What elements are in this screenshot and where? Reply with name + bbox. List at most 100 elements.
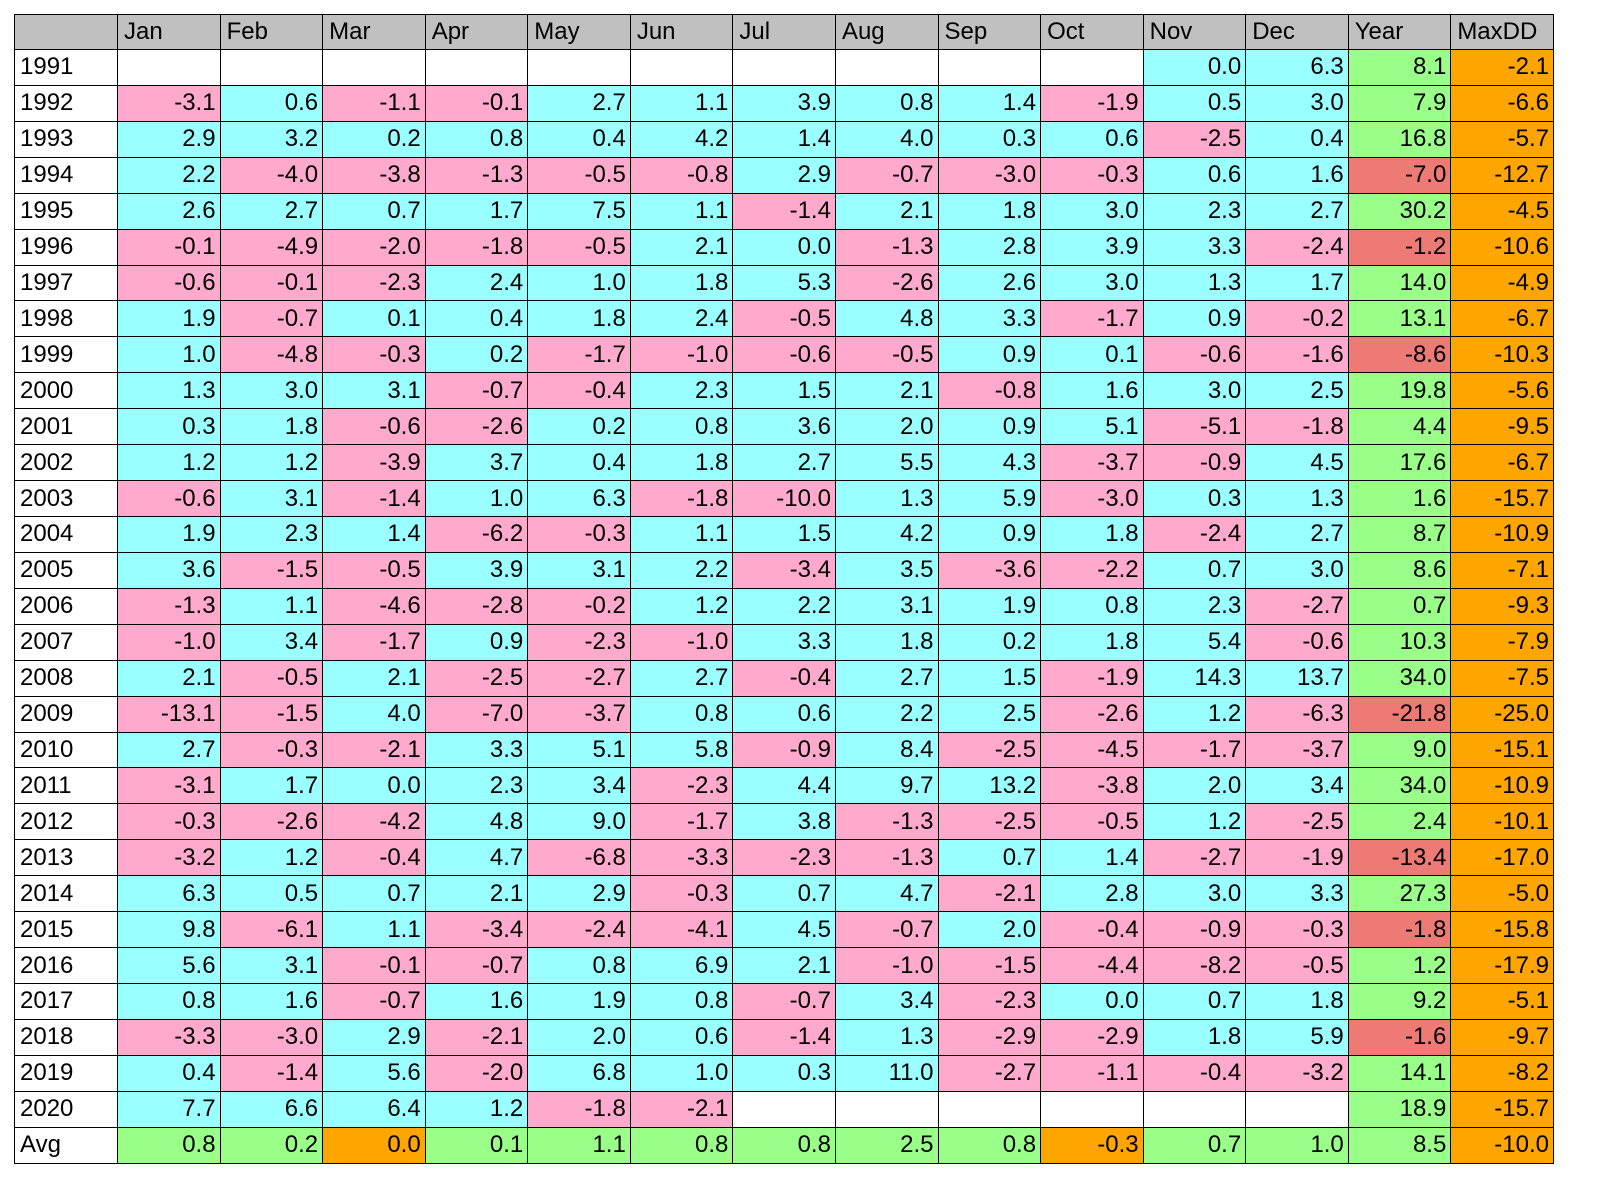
monthly-returns-table: Jan Feb Mar Apr May Jun Jul Aug Sep Oct Nov Dec Year… bbox=[14, 14, 1554, 1165]
month-return-cell: 3.0 bbox=[219, 372, 324, 410]
month-return-cell: 0.1 bbox=[322, 300, 426, 338]
month-return-cell: 0.8 bbox=[629, 408, 734, 446]
row-label-year: 2008 bbox=[14, 659, 118, 697]
month-return-cell: -2.6 bbox=[424, 408, 529, 446]
month-return-cell: -0.1 bbox=[219, 264, 324, 302]
month-return-cell: 5.4 bbox=[1142, 623, 1247, 661]
month-return-cell: -2.6 bbox=[1040, 695, 1144, 733]
month-return-cell: -2.5 bbox=[937, 803, 1042, 841]
month-return-cell: -7.0 bbox=[424, 695, 529, 733]
table-row: 2005 3.6 -1.5 -0.5 3.9 3.1 2.2 -3.4 3.5 -3.6 -2.2 0… bbox=[14, 551, 1554, 589]
month-return-cell: 5.1 bbox=[1040, 408, 1144, 446]
month-return-cell: 5.9 bbox=[937, 480, 1042, 517]
month-return-cell: -1.0 bbox=[629, 336, 734, 374]
month-return-cell: 2.3 bbox=[424, 767, 529, 805]
month-return-cell: 1.4 bbox=[1040, 839, 1144, 877]
month-return-cell: 5.9 bbox=[1245, 1018, 1349, 1056]
month-return-cell: -0.7 bbox=[219, 300, 324, 338]
month-return-cell: 2.4 bbox=[424, 264, 529, 302]
month-return-cell: -0.1 bbox=[117, 228, 221, 266]
maxdd-cell: -10.6 bbox=[1450, 228, 1554, 266]
month-return-cell: -1.1 bbox=[322, 84, 426, 122]
month-return-cell: -1.8 bbox=[629, 480, 734, 517]
empty-cell bbox=[322, 49, 426, 86]
month-return-cell: -4.4 bbox=[1040, 947, 1144, 984]
month-return-cell: 2.7 bbox=[629, 659, 734, 697]
maxdd-cell: -10.9 bbox=[1450, 767, 1554, 805]
month-return-cell: 1.1 bbox=[219, 587, 324, 625]
year-total-cell: -1.2 bbox=[1347, 228, 1452, 266]
month-return-cell: 2.9 bbox=[732, 156, 836, 194]
month-return-cell: 2.3 bbox=[219, 515, 324, 553]
year-total-cell: 13.1 bbox=[1347, 300, 1452, 338]
month-return-cell: 3.1 bbox=[322, 372, 426, 410]
month-return-cell: 0.4 bbox=[1245, 120, 1349, 158]
month-return-cell: -3.4 bbox=[732, 551, 836, 589]
month-return-cell: 2.4 bbox=[629, 300, 734, 338]
month-return-cell: -3.0 bbox=[1040, 480, 1144, 517]
month-return-cell: -2.5 bbox=[424, 659, 529, 697]
month-return-cell: -1.1 bbox=[1040, 1054, 1144, 1092]
row-label-year: 2006 bbox=[14, 587, 118, 625]
column-header-jun: Jun bbox=[629, 14, 734, 50]
month-return-cell: -1.5 bbox=[219, 695, 324, 733]
month-return-cell: 3.6 bbox=[117, 551, 221, 589]
month-return-cell: -0.3 bbox=[1040, 1126, 1144, 1165]
month-return-cell: 3.5 bbox=[834, 551, 939, 589]
year-total-cell: 7.9 bbox=[1347, 84, 1452, 122]
row-label-year: 2012 bbox=[14, 803, 118, 841]
month-return-cell: 0.4 bbox=[527, 444, 631, 482]
month-return-cell: 4.5 bbox=[732, 911, 836, 949]
table-row: 2020 7.7 6.6 6.4 1.2 -1.8 -2.1 18.9 -15.7 bbox=[14, 1090, 1554, 1128]
row-label-year: 2005 bbox=[14, 551, 118, 589]
month-return-cell: 5.6 bbox=[322, 1054, 426, 1092]
month-return-cell: -1.6 bbox=[1245, 336, 1349, 374]
month-return-cell: 0.7 bbox=[937, 839, 1042, 877]
month-return-cell: 14.3 bbox=[1142, 659, 1247, 697]
row-label-year: 2014 bbox=[14, 875, 118, 913]
month-return-cell: -4.5 bbox=[1040, 731, 1144, 769]
month-return-cell: 0.9 bbox=[937, 408, 1042, 446]
month-return-cell: -1.4 bbox=[732, 1018, 836, 1056]
month-return-cell: -2.4 bbox=[527, 911, 631, 949]
month-return-cell: 5.1 bbox=[527, 731, 631, 769]
year-total-cell: -13.4 bbox=[1347, 839, 1452, 877]
empty-cell bbox=[834, 1090, 939, 1128]
month-return-cell: 3.0 bbox=[1142, 875, 1247, 913]
month-return-cell: 4.7 bbox=[834, 875, 939, 913]
month-return-cell: 0.6 bbox=[629, 1018, 734, 1056]
month-return-cell: 2.1 bbox=[117, 659, 221, 697]
month-return-cell: -1.3 bbox=[117, 587, 221, 625]
month-return-cell: -0.7 bbox=[834, 156, 939, 194]
month-return-cell: 7.5 bbox=[527, 192, 631, 230]
month-return-cell: 0.7 bbox=[1142, 551, 1247, 589]
month-return-cell: -0.4 bbox=[1040, 911, 1144, 949]
month-return-cell: -1.8 bbox=[1245, 408, 1349, 446]
month-return-cell: -3.3 bbox=[629, 839, 734, 877]
year-total-cell: 8.1 bbox=[1347, 49, 1452, 86]
month-return-cell: -2.2 bbox=[1040, 551, 1144, 589]
row-label-year: 1997 bbox=[14, 264, 118, 302]
month-return-cell: -0.6 bbox=[1245, 623, 1349, 661]
row-label-year: 1998 bbox=[14, 300, 118, 338]
month-return-cell: 2.7 bbox=[117, 731, 221, 769]
month-return-cell: -2.0 bbox=[424, 1054, 529, 1092]
year-total-cell: 1.6 bbox=[1347, 480, 1452, 517]
table-row: 2006 -1.3 1.1 -4.6 -2.8 -0.2 1.2 2.2 3.1 1.9 0.8 2.… bbox=[14, 587, 1554, 625]
row-label-year: 1993 bbox=[14, 120, 118, 158]
maxdd-cell: -5.0 bbox=[1450, 875, 1554, 913]
maxdd-cell: -5.7 bbox=[1450, 120, 1554, 158]
maxdd-cell: -6.7 bbox=[1450, 444, 1554, 482]
month-return-cell: 1.6 bbox=[1245, 156, 1349, 194]
month-return-cell: 1.5 bbox=[937, 659, 1042, 697]
month-return-cell: 5.8 bbox=[629, 731, 734, 769]
row-label-year: 2020 bbox=[14, 1090, 118, 1128]
month-return-cell: 0.8 bbox=[732, 1126, 836, 1165]
month-return-cell: 0.2 bbox=[322, 120, 426, 158]
month-return-cell: 3.0 bbox=[1245, 551, 1349, 589]
table-row: 2010 2.7 -0.3 -2.1 3.3 5.1 5.8 -0.9 8.4 -2.5 -4.5-… bbox=[14, 731, 1554, 769]
month-return-cell: -0.3 bbox=[527, 515, 631, 553]
month-return-cell: 4.0 bbox=[834, 120, 939, 158]
maxdd-cell: -7.5 bbox=[1450, 659, 1554, 697]
month-return-cell: 2.2 bbox=[629, 551, 734, 589]
